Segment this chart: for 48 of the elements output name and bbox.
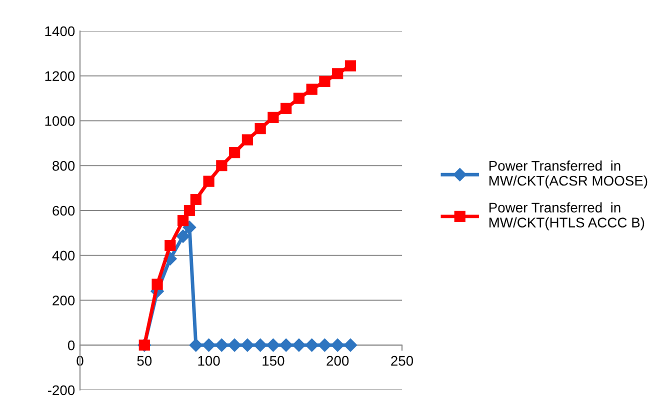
point <box>306 84 318 95</box>
point <box>293 92 305 104</box>
point <box>319 76 330 88</box>
y-tick-label: 400 <box>52 250 75 261</box>
point <box>240 338 254 352</box>
y-tick-label: 600 <box>52 206 75 216</box>
point <box>318 338 332 352</box>
point <box>229 147 240 158</box>
y-tick-label: 1200 <box>45 71 75 82</box>
point <box>344 60 356 72</box>
point <box>203 176 214 187</box>
point <box>266 338 280 352</box>
legend-label: Power Transferred in MW/CKT(ACSR MOOSE) <box>489 160 648 188</box>
point <box>331 338 344 352</box>
point <box>268 112 279 123</box>
x-tick-label: 150 <box>262 356 284 366</box>
point <box>305 338 318 352</box>
y-tick-label: 0 <box>68 340 75 350</box>
point <box>344 338 358 352</box>
y-tick-label: 200 <box>52 296 75 306</box>
y-tick-label: -200 <box>48 385 75 396</box>
x-tick-label: 250 <box>391 356 414 366</box>
point <box>152 278 163 290</box>
point <box>254 338 267 352</box>
point <box>189 338 203 352</box>
point <box>182 220 196 234</box>
point <box>216 160 228 172</box>
y-tick-label: 1000 <box>45 116 75 126</box>
y-tick-label: 1400 <box>45 26 75 36</box>
point <box>280 102 292 114</box>
point <box>332 68 344 80</box>
point <box>292 338 306 352</box>
point <box>242 134 253 146</box>
point <box>202 338 216 352</box>
legend-label: Power Transferred in MW/CKT(HTLS ACCC B) <box>489 202 644 230</box>
point <box>228 338 242 352</box>
point <box>184 204 196 216</box>
point <box>164 240 176 252</box>
point <box>177 215 189 226</box>
x-tick-label: 200 <box>326 356 349 366</box>
point <box>176 230 190 243</box>
y-tick-label: 800 <box>52 160 75 171</box>
point <box>279 338 293 352</box>
point <box>190 194 202 206</box>
x-tick-label: 100 <box>198 356 220 366</box>
point <box>254 123 266 134</box>
x-tick-label: 50 <box>137 356 152 366</box>
point <box>215 338 228 352</box>
